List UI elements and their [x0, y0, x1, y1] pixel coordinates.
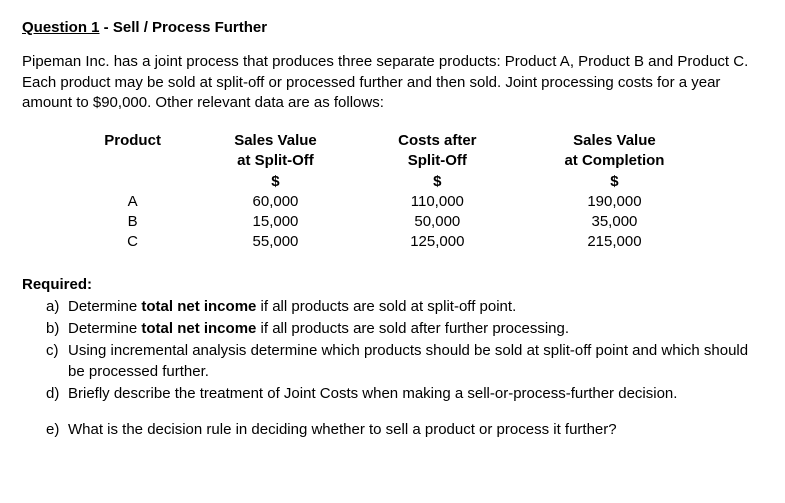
title-subject: Sell / Process Further — [113, 19, 267, 36]
col-header-completion-b: at Completion — [516, 151, 712, 171]
req-marker: a) — [46, 297, 59, 317]
cell-split-off: 15,000 — [193, 212, 359, 232]
req-text-bold: total net income — [141, 320, 256, 337]
cell-split-off: 55,000 — [193, 232, 359, 252]
req-text-bold: total net income — [141, 298, 256, 315]
cell-costs-after: 110,000 — [358, 192, 516, 212]
cell-product: C — [73, 232, 193, 252]
table-row: C 55,000 125,000 215,000 — [73, 232, 713, 252]
table-header-row-1: Product Sales Value Costs after Sales Va… — [73, 131, 713, 151]
req-text-pre: Determine — [68, 320, 141, 337]
col-header-split-off-a: Sales Value — [193, 131, 359, 151]
cell-costs-after: 125,000 — [358, 232, 516, 252]
col-header-product: Product — [73, 131, 193, 151]
currency-col3: $ — [358, 172, 516, 192]
required-label: Required: — [22, 275, 763, 295]
req-marker: b) — [46, 319, 59, 339]
col-header-costs-after-a: Costs after — [358, 131, 516, 151]
currency-col2: $ — [193, 172, 359, 192]
table-currency-row: $ $ $ — [73, 172, 713, 192]
title-prefix: Question 1 — [22, 19, 100, 36]
req-marker: c) — [46, 341, 59, 361]
cell-split-off: 60,000 — [193, 192, 359, 212]
title-separator: - — [100, 19, 113, 36]
question-title: Question 1 - Sell / Process Further — [22, 18, 763, 38]
col-header-completion-a: Sales Value — [516, 131, 712, 151]
col-header-split-off-b: at Split-Off — [193, 151, 359, 171]
req-text: What is the decision rule in deciding wh… — [68, 421, 617, 438]
table-header-row-2: at Split-Off Split-Off at Completion — [73, 151, 713, 171]
req-text-post: if all products are sold at split-off po… — [256, 298, 516, 315]
req-item-a: a) Determine total net income if all pro… — [46, 297, 763, 317]
req-text: Briefly describe the treatment of Joint … — [68, 385, 677, 402]
currency-col4: $ — [516, 172, 712, 192]
req-item-d: d) Briefly describe the treatment of Joi… — [46, 384, 763, 404]
cell-product: A — [73, 192, 193, 212]
requirements-list: a) Determine total net income if all pro… — [22, 297, 763, 441]
table-row: A 60,000 110,000 190,000 — [73, 192, 713, 212]
intro-paragraph: Pipeman Inc. has a joint process that pr… — [22, 52, 763, 113]
req-marker: d) — [46, 384, 59, 404]
req-item-b: b) Determine total net income if all pro… — [46, 319, 763, 339]
req-text-post: if all products are sold after further p… — [256, 320, 569, 337]
data-table: Product Sales Value Costs after Sales Va… — [73, 131, 713, 253]
cell-completion: 215,000 — [516, 232, 712, 252]
req-text-pre: Determine — [68, 298, 141, 315]
cell-completion: 35,000 — [516, 212, 712, 232]
table-row: B 15,000 50,000 35,000 — [73, 212, 713, 232]
req-item-e: e) What is the decision rule in deciding… — [46, 420, 763, 440]
req-gap — [46, 406, 763, 418]
req-text: Using incremental analysis determine whi… — [68, 342, 748, 379]
cell-costs-after: 50,000 — [358, 212, 516, 232]
cell-product: B — [73, 212, 193, 232]
req-marker: e) — [46, 420, 59, 440]
req-item-c: c) Using incremental analysis determine … — [46, 341, 763, 382]
col-header-costs-after-b: Split-Off — [358, 151, 516, 171]
cell-completion: 190,000 — [516, 192, 712, 212]
